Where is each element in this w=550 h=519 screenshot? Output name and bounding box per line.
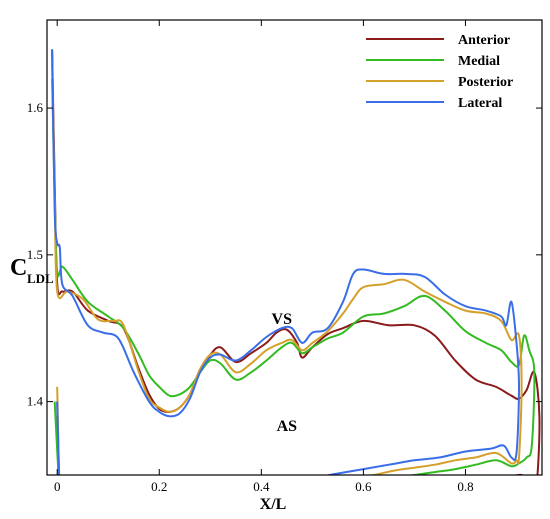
y-tick-label: 1.6: [27, 100, 44, 115]
legend-label-lateral: Lateral: [458, 96, 502, 111]
legend: Anterior Medial Posterior Lateral: [366, 33, 513, 111]
y-axis-label: C: [10, 255, 27, 281]
x-tick-label: 0.4: [253, 479, 270, 494]
x-tick-label: 0: [54, 479, 61, 494]
legend-label-medial: Medial: [458, 54, 500, 69]
annotation-vs: VS: [272, 311, 293, 328]
legend-label-posterior: Posterior: [458, 75, 513, 90]
x-axis-label: X/L: [260, 496, 287, 513]
legend-label-anterior: Anterior: [458, 33, 510, 48]
series-layer: [51, 49, 541, 475]
y-tick-label: 1.4: [27, 394, 44, 409]
series-line-posterior: [51, 63, 523, 475]
y-axis-label-subscript: LDL: [27, 271, 54, 286]
x-tick-label: 0.8: [457, 479, 473, 494]
series-line-medial: [51, 78, 536, 475]
series-line-lateral: [51, 49, 520, 475]
plot-frame: [46, 19, 543, 476]
annotation-as: AS: [277, 418, 298, 435]
annotation-layer: VS AS: [272, 311, 298, 435]
x-tick-label: 0.2: [151, 479, 167, 494]
ticks-layer: 0 0.2 0.4 0.6 0.8 1.4 1.5 1.6: [27, 20, 542, 494]
x-tick-label: 0.6: [355, 479, 372, 494]
y-tick-label: 1.5: [27, 247, 43, 262]
